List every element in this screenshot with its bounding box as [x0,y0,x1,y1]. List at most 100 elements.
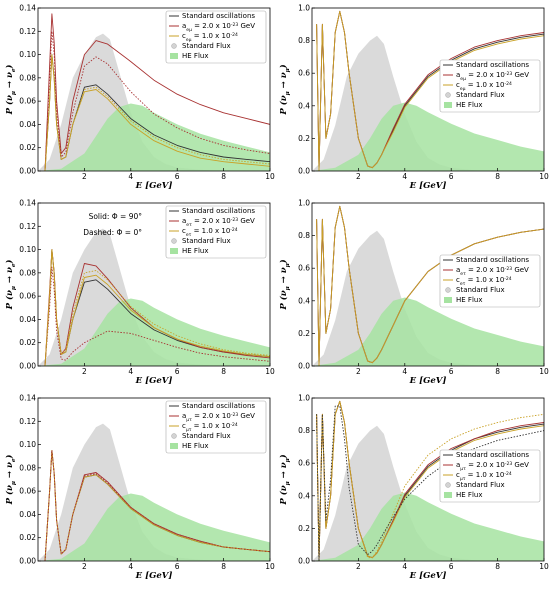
x-tick-label: 2 [356,367,361,376]
y-tick-label: 0.02 [19,338,36,347]
legend-entry: cμτ = 1.0 x 10-24 [456,471,512,482]
y-tick-label: 0.10 [19,440,36,449]
legend-entry: Standard Flux [456,91,505,99]
standard-flux-area [312,35,544,171]
legend-entry: aeμ = 2.0 x 10-23 GeV [456,71,529,82]
y-tick-label: 0.14 [19,394,36,403]
x-tick-label: 2 [82,172,87,181]
y-tick-label: 0.8 [298,426,310,435]
legend-entry: Standard oscillations [182,12,255,20]
x-tick-label: 2 [356,172,361,181]
standard-flux-area [312,230,544,366]
legend-entry: HE Flux [456,491,482,499]
y-tick-label: 0.06 [19,487,36,496]
x-tick-label: 10 [265,367,275,376]
y-axis-label: P (νμ → νe) [4,260,17,311]
legend: Standard oscillations aeμ = 2.0 x 10-23 G… [439,59,541,113]
x-axis-label: E [GeV] [135,181,173,191]
legend-entry: HE Flux [182,52,208,60]
y-tick-label: 0.00 [19,167,36,176]
he-flux-area [38,103,270,171]
y-tick-label: 1.0 [298,4,310,13]
x-tick-label: 10 [539,172,549,181]
y-tick-label: 0.14 [19,199,36,208]
series-line-5 [44,249,270,366]
legend: Standard oscillations aeτ = 2.0 x 10-23 G… [165,205,267,259]
legend-entry: HE Flux [182,247,208,255]
x-tick-label: 10 [539,367,549,376]
y-tick-label: 0.04 [19,120,36,129]
legend-entry: Standard oscillations [456,61,529,69]
x-tick-label: 4 [128,172,133,181]
x-tick-label: 10 [265,172,275,181]
legend-circle-swatch [445,287,451,293]
legend: Standard oscillations aeμ = 2.0 x 10-23 G… [165,10,267,64]
legend: Standard oscillations aμτ = 2.0 x 10-23 G… [439,449,541,503]
x-axis-label: E [GeV] [135,376,173,386]
he-flux-area [312,492,544,561]
y-tick-label: 0.02 [19,533,36,542]
series-line-3 [316,10,544,171]
x-tick-label: 8 [221,367,226,376]
y-tick-label: 0.08 [19,463,36,472]
y-tick-label: 0.8 [298,231,310,240]
y-tick-label: 0.6 [298,264,310,273]
x-tick-label: 2 [82,562,87,571]
he-flux-area [312,297,544,366]
y-tick-label: 0.04 [19,510,36,519]
y-tick-label: 0.06 [19,97,36,106]
legend-circle-swatch [171,433,177,439]
legend-entry: Standard Flux [182,237,231,245]
series-line-2 [44,13,270,171]
y-tick-label: 1.0 [298,394,310,403]
legend-rect-swatch [170,443,178,449]
legend-entry: Standard Flux [456,481,505,489]
legend-entry: aμτ = 2.0 x 10-23 GeV [182,412,255,423]
axes-frame [37,202,271,367]
y-tick-label: 0.0 [298,167,310,176]
x-tick-label: 2 [356,562,361,571]
legend-circle-swatch [445,482,451,488]
legend: Standard oscillations aμτ = 2.0 x 10-23 G… [165,400,267,454]
legend-rect-swatch [170,248,178,254]
he-flux-area [312,102,544,171]
y-tick-label: 0.4 [298,101,310,110]
axes-frame [311,202,545,367]
legend-entry: Standard oscillations [182,207,255,215]
axes-frame [311,7,545,172]
series-line-4 [44,449,270,561]
y-tick-label: 0.10 [19,245,36,254]
x-tick-label: 6 [449,172,454,181]
legend-entry: ceτ = 1.0 x 10-24 [456,276,512,287]
x-tick-label: 8 [495,562,500,571]
legend-entry: Standard oscillations [182,402,255,410]
plot-area [312,10,544,171]
standard-flux-area [312,425,544,561]
legend-frame [165,205,267,259]
y-tick-label: 0.12 [19,27,36,36]
x-tick-label: 6 [449,562,454,571]
x-tick-label: 10 [265,562,275,571]
legend-entry: Standard oscillations [456,451,529,459]
y-tick-label: 0.06 [19,292,36,301]
series-line-4 [44,266,270,366]
x-tick-label: 2 [82,367,87,376]
chart-panel-5: 2 4 6 8 10 0.00 0.02 0.04 0.06 0.08 0.10 0.12 0.14 E … [4,394,275,582]
y-tick-label: 0.0 [298,362,310,371]
y-axis-label: P (νμ → νμ) [278,64,291,115]
x-tick-label: 8 [221,562,226,571]
he-flux-area [38,298,270,366]
legend-entry: ceτ = 1.0 x 10-24 [182,227,238,238]
legend-entry: cμτ = 1.0 x 10-24 [182,422,238,433]
chart-panel-1: 2 4 6 8 10 0.00 0.02 0.04 0.06 0.08 0.10 0.12 0.14 E … [4,4,275,192]
y-tick-label: 0.10 [19,50,36,59]
y-tick-label: 0.00 [19,362,36,371]
y-tick-label: 0.02 [19,143,36,152]
legend-entry: aμτ = 2.0 x 10-23 GeV [456,461,529,472]
y-tick-label: 0.2 [298,524,310,533]
legend-entry: ceμ = 1.0 x 10-24 [456,81,512,92]
legend-frame [439,449,541,503]
axes-frame [37,7,271,172]
y-tick-label: 0.12 [19,222,36,231]
